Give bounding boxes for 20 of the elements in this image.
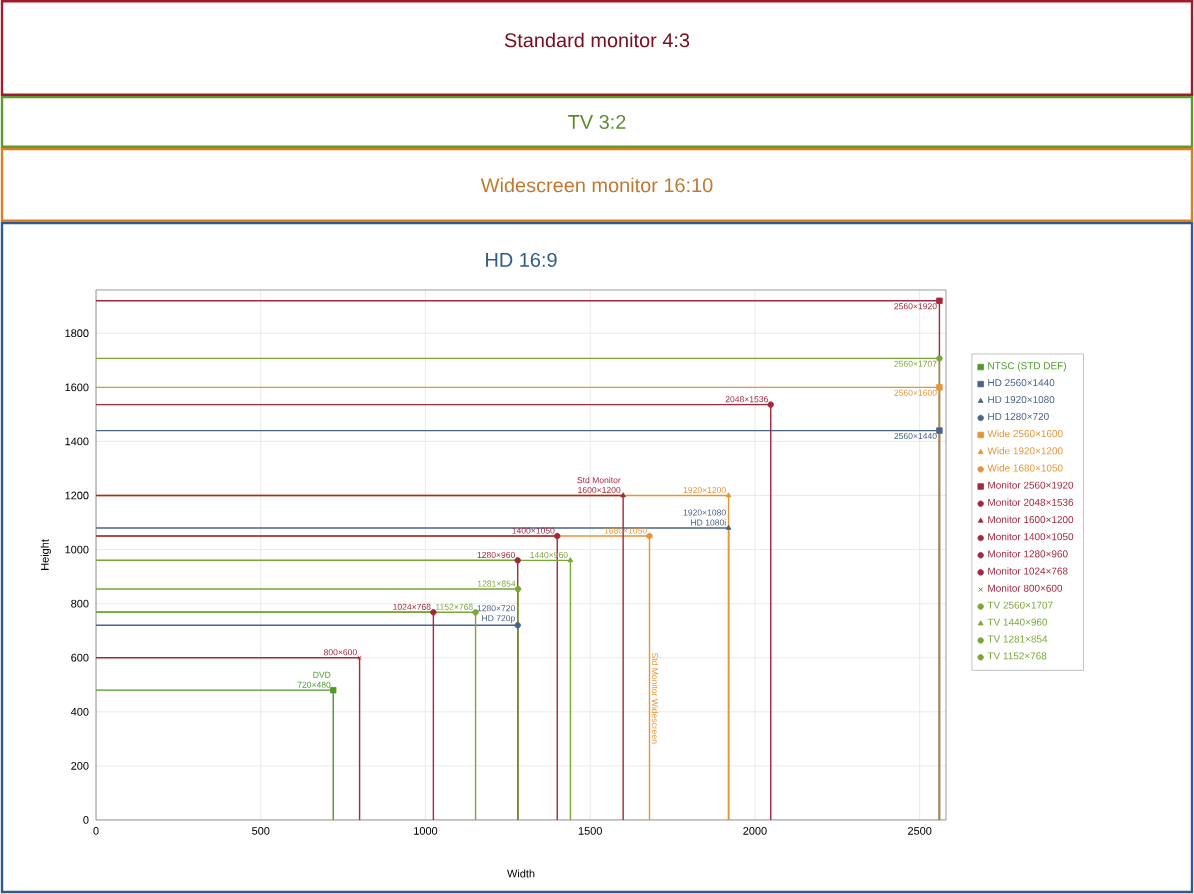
text: TV 3:2 [568,114,626,130]
point [646,532,653,540]
point [514,557,521,564]
point [725,492,732,498]
chart-title: HD 16:9 [486,252,557,267]
point [567,557,574,563]
point [620,492,626,498]
point [936,427,943,434]
point [725,524,732,530]
point [554,532,561,540]
point [936,297,943,304]
point [514,622,521,629]
point [330,686,337,694]
point [514,585,522,593]
point [767,401,774,408]
text: Standard monitor 4:3 [504,32,690,48]
point [936,384,943,391]
point [936,355,943,362]
text: Widescreen monitor 16:10 [480,177,713,193]
point [430,609,437,616]
